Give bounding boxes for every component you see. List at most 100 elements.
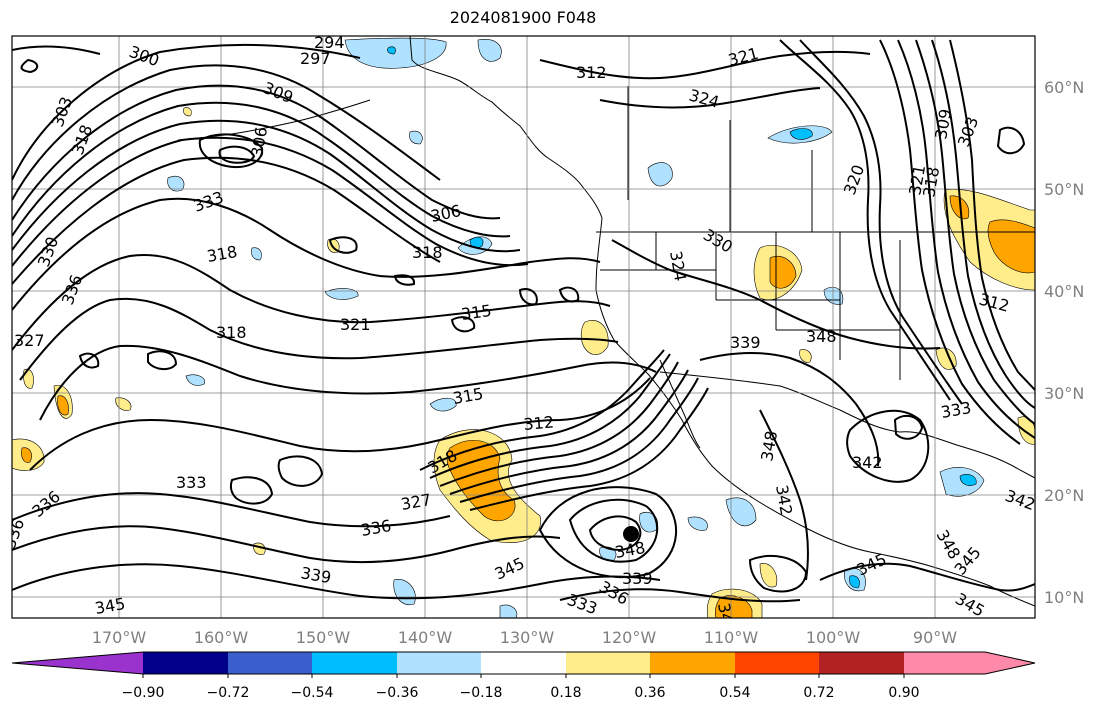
colorbar-tick-label: −0.72: [207, 685, 250, 701]
lon-label: 100°W: [806, 628, 861, 647]
contour-label: 312: [576, 63, 607, 82]
colorbar-tick-label: 0.18: [550, 685, 581, 701]
blue-patch: [167, 175, 185, 192]
colorbar-segments: [11, 651, 1036, 678]
colorbar-extend-lower: [12, 652, 143, 674]
contour-line: [469, 387, 709, 511]
blue-patch: [599, 546, 617, 561]
lat-label: 50°N: [1044, 180, 1084, 199]
contour-line: [779, 39, 951, 401]
contour-labels: 300 294 297 303 309 306 318 333 318 330 …: [12, 33, 1035, 634]
contour-line: [12, 492, 451, 528]
contour-label: 342: [714, 601, 738, 634]
contour-line: [19, 297, 619, 381]
blue-patch: [429, 397, 457, 412]
colorbar-segment: [143, 652, 228, 674]
longitude-labels: 170°W 160°W 150°W 140°W 130°W 120°W 110°…: [92, 628, 957, 647]
colorbar-tick-label: 0.72: [803, 685, 834, 701]
yellow-patch: [580, 320, 609, 355]
contour-line: [229, 476, 274, 505]
contour-line: [12, 136, 529, 267]
gulf-coast: [839, 409, 1035, 479]
contour-line: [277, 455, 324, 487]
lon-label: 170°W: [92, 628, 147, 647]
contour-label: 318: [216, 323, 247, 342]
contour-line: [78, 352, 100, 369]
north-america-west-coast: [595, 217, 1035, 607]
colorbar-tick-label: −0.90: [122, 685, 165, 701]
contour-line: [459, 377, 699, 503]
contour-line: [12, 253, 611, 351]
contour-line: [12, 197, 601, 311]
contour-line: [439, 361, 679, 487]
colorbar-segment: [566, 652, 650, 674]
colorbar-ticks: −0.90 −0.72 −0.54 −0.36 −0.18 0.18 0.36 …: [122, 685, 920, 701]
colorbar-segment: [650, 652, 735, 674]
orange-core: [21, 447, 32, 463]
orange-core: [57, 395, 69, 416]
contour-line: [996, 126, 1026, 155]
contour-line: [12, 43, 361, 181]
blue-patch: [687, 516, 708, 531]
contour-label: 327: [14, 331, 45, 350]
contour-label: 333: [176, 473, 207, 492]
province-lines: [627, 86, 881, 232]
contour-line: [559, 588, 801, 603]
us-mexico-border: [659, 371, 841, 411]
blue-core: [959, 474, 977, 486]
baja-coast: [659, 359, 701, 449]
contour-line: [29, 377, 651, 471]
map-title: 2024081900 F048: [449, 8, 597, 27]
graticule: [12, 36, 1035, 618]
alaska-coast: [409, 36, 603, 219]
lon-label: 140°W: [398, 628, 453, 647]
lon-label: 150°W: [296, 628, 351, 647]
map-panel: 300 294 297 303 309 306 318 333 318 330 …: [11, 33, 1036, 634]
lon-label: 120°W: [602, 628, 657, 647]
contour-line: [328, 236, 358, 254]
colorbar-tick-label: −0.18: [460, 685, 503, 701]
blue-core: [849, 575, 860, 589]
storm-center-marker: [623, 526, 639, 542]
lat-label: 30°N: [1044, 384, 1084, 403]
contour-line: [198, 133, 264, 168]
contour-label: 294: [314, 33, 345, 52]
colorbar-segment: [735, 652, 819, 674]
colorbar-tick-label: 0.36: [634, 685, 665, 701]
contour-line: [949, 39, 1035, 391]
contour-line: [611, 239, 941, 350]
blue-patch: [647, 162, 673, 187]
contour-line: [147, 350, 178, 370]
colorbar-tick-label: −0.36: [376, 685, 419, 701]
contour-line: [218, 145, 256, 164]
lon-label: 90°W: [913, 628, 957, 647]
contour-label: 318: [412, 243, 443, 262]
blue-patch: [639, 511, 658, 533]
contour-line: [846, 409, 930, 483]
contour-line: [748, 555, 808, 593]
contour-line: [893, 414, 924, 440]
blue-core: [469, 236, 484, 249]
contour-line: [915, 39, 1035, 425]
blue-core: [387, 46, 396, 55]
contour-line: [39, 344, 657, 421]
orange-core: [446, 440, 516, 522]
yellow-patch: [799, 349, 812, 363]
contour-line: [12, 64, 441, 201]
colorbar-tick-label: 0.54: [719, 685, 750, 701]
yellow-patch: [759, 563, 778, 588]
contour-line: [538, 486, 678, 578]
blue-patch: [499, 604, 518, 618]
lon-label: 160°W: [194, 628, 249, 647]
blue-patch: [185, 374, 206, 386]
contour-line: [699, 351, 880, 467]
contours: [12, 39, 1035, 603]
contour-line: [429, 353, 671, 479]
colorbar-segment: [481, 652, 566, 674]
contour-line: [588, 515, 642, 552]
contour-label: 315: [460, 301, 493, 324]
lat-label: 40°N: [1044, 282, 1084, 301]
colorbar-segment: [228, 652, 312, 674]
contour-line: [419, 349, 665, 471]
